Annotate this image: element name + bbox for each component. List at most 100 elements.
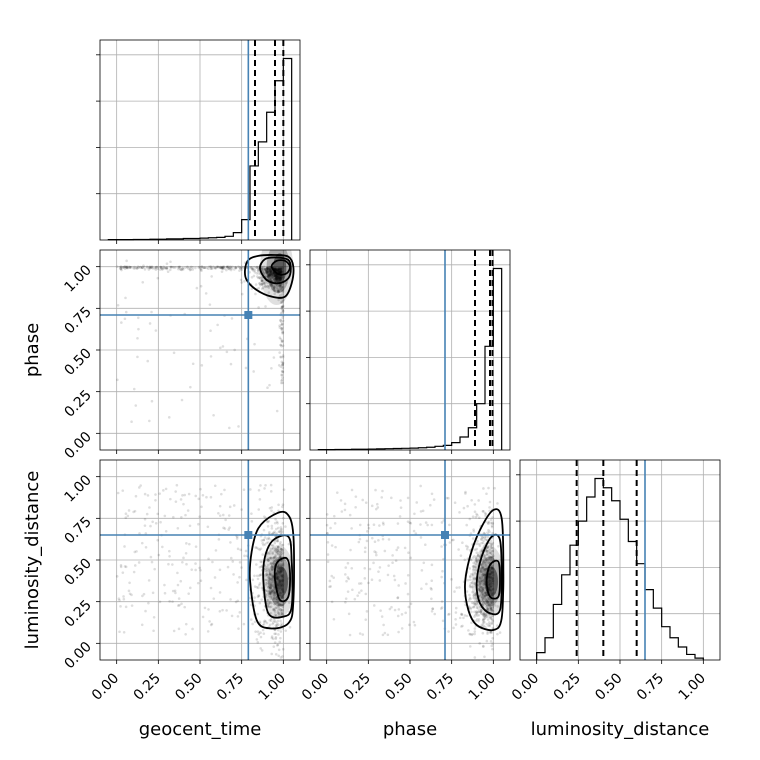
sample-point (209, 267, 213, 270)
sample-point (234, 600, 238, 604)
sample-point (281, 584, 284, 587)
sample-point (281, 308, 285, 312)
sample-point (276, 267, 280, 270)
sample-point (480, 623, 483, 627)
sample-point (483, 602, 487, 606)
y-tick-label: 1.00 (61, 262, 94, 295)
sample-point (279, 607, 282, 611)
sample-point (275, 624, 279, 627)
x-tick-label: 1.00 (466, 670, 499, 703)
sample-point (488, 582, 492, 586)
sample-point (482, 620, 485, 624)
sample-point (263, 267, 267, 271)
sample-point (348, 633, 352, 637)
sample-point (495, 624, 499, 628)
sample-point (263, 578, 267, 582)
sample-point (255, 272, 259, 275)
sample-point (476, 554, 480, 557)
sample-point (134, 494, 138, 498)
sample-point (281, 591, 285, 594)
sample-point (482, 579, 486, 582)
sample-point (480, 586, 484, 589)
sample-point (483, 511, 487, 515)
sample-point (280, 579, 284, 583)
sample-point (259, 647, 263, 650)
sample-point (268, 271, 272, 274)
sample-point (484, 625, 487, 629)
sample-point (269, 276, 273, 280)
sample-point (475, 551, 479, 555)
sample-point (178, 265, 182, 269)
sample-point (276, 545, 280, 549)
sample-point (188, 524, 192, 528)
sample-point (277, 578, 281, 582)
sample-point (475, 614, 479, 617)
sample-point (116, 303, 120, 307)
sample-point (213, 484, 217, 488)
sample-point (281, 267, 284, 270)
sample-point (360, 589, 363, 592)
sample-point (486, 535, 490, 539)
sample-point (209, 623, 213, 627)
sample-point (208, 620, 211, 623)
sample-point (370, 504, 374, 508)
sample-point (488, 578, 491, 581)
sample-point (281, 590, 285, 594)
sample-point (199, 568, 202, 572)
sample-point (470, 581, 474, 584)
sample-point (481, 592, 484, 595)
sample-point (387, 538, 391, 541)
sample-point (472, 530, 476, 533)
sample-point (266, 281, 269, 285)
x-tick-label: 0.00 (299, 670, 332, 703)
sample-point (197, 266, 201, 269)
sample-point (484, 564, 488, 567)
sample-point (267, 519, 271, 523)
sample-point (478, 586, 481, 590)
sample-point (260, 586, 264, 590)
sample-point (280, 289, 283, 292)
sample-point (266, 270, 270, 273)
sample-point (346, 576, 350, 579)
sample-point (480, 595, 484, 599)
sample-point (180, 515, 183, 519)
sample-point (250, 275, 254, 279)
sample-point (181, 266, 184, 270)
sample-point (490, 567, 493, 570)
sample-point (185, 542, 188, 545)
sample-point (489, 607, 492, 611)
sample-point (256, 269, 260, 272)
sample-point (154, 493, 157, 496)
sample-point (253, 270, 257, 274)
sample-point (151, 591, 155, 595)
sample-point (169, 265, 173, 269)
sample-point (481, 617, 485, 621)
sample-point (488, 579, 491, 582)
sample-point (277, 267, 281, 271)
sample-point (430, 523, 434, 527)
sample-point (350, 527, 353, 530)
sample-point (491, 609, 495, 613)
sample-point (279, 540, 282, 544)
sample-point (181, 267, 185, 270)
sample-point (276, 601, 279, 605)
sample-point (486, 600, 489, 604)
sample-point (269, 578, 272, 582)
sample-point (191, 627, 194, 631)
sample-point (489, 573, 492, 576)
sample-point (257, 508, 261, 511)
sample-point (275, 275, 278, 279)
sample-point (276, 269, 280, 273)
sample-point (483, 621, 486, 624)
sample-point (248, 266, 252, 269)
sample-point (269, 583, 272, 587)
sample-point (268, 573, 271, 576)
sample-point (393, 578, 397, 582)
sample-point (281, 603, 285, 607)
contour-line (464, 508, 505, 632)
sample-point (280, 320, 283, 324)
sample-point (473, 510, 477, 514)
sample-point (276, 268, 279, 272)
sample-point (151, 267, 155, 270)
sample-point (213, 266, 217, 270)
